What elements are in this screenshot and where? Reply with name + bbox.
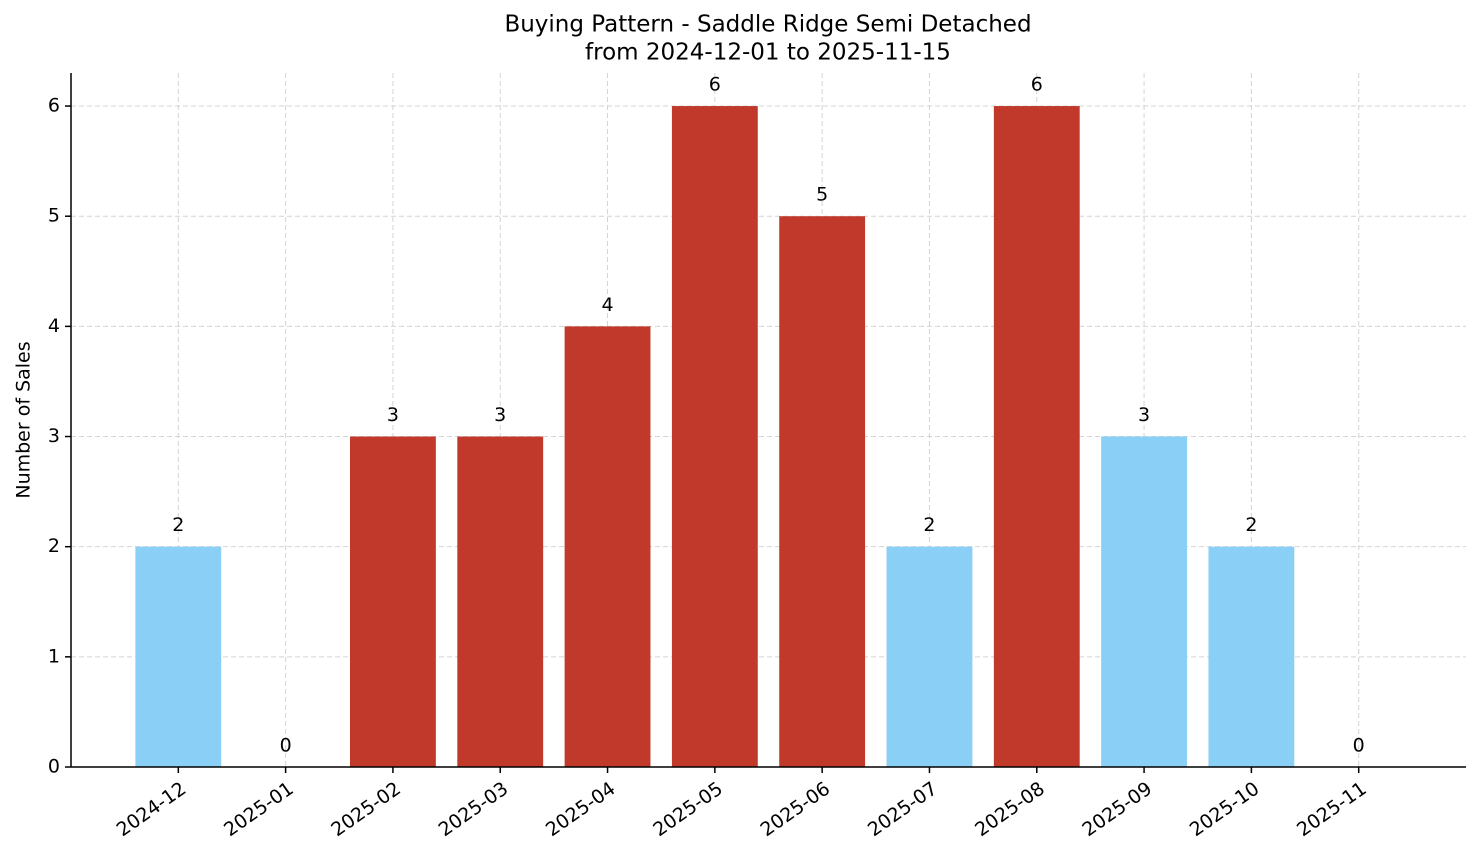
bar bbox=[886, 546, 973, 767]
x-tick-label: 2025-02 bbox=[327, 778, 405, 842]
bar bbox=[671, 106, 758, 768]
value-label: 3 bbox=[1138, 404, 1150, 426]
x-tick-label: 2025-04 bbox=[542, 778, 620, 842]
x-tick-label: 2025-09 bbox=[1078, 778, 1156, 842]
bar bbox=[135, 546, 222, 767]
x-tick-label: 2024-12 bbox=[113, 778, 191, 842]
x-tick-label: 2025-11 bbox=[1293, 778, 1371, 842]
bar bbox=[564, 326, 651, 767]
value-label: 6 bbox=[1031, 74, 1043, 96]
value-label: 2 bbox=[172, 514, 184, 536]
x-tick-label: 2025-10 bbox=[1186, 778, 1264, 842]
y-tick-label: 3 bbox=[48, 425, 60, 447]
y-tick-label: 1 bbox=[48, 645, 60, 667]
y-tick-label: 6 bbox=[48, 95, 60, 117]
x-tick-label: 2025-03 bbox=[435, 778, 513, 842]
bar bbox=[1101, 436, 1187, 767]
y-tick-label: 5 bbox=[48, 205, 60, 227]
bar bbox=[993, 106, 1080, 768]
chart-title: Buying Pattern - Saddle Ridge Semi Detac… bbox=[504, 12, 1031, 38]
x-tick-label: 2025-01 bbox=[220, 778, 298, 842]
y-tick-label: 0 bbox=[48, 756, 60, 778]
value-label: 0 bbox=[280, 735, 292, 757]
bar bbox=[350, 436, 436, 767]
value-label: 3 bbox=[387, 404, 399, 426]
bar bbox=[457, 436, 544, 767]
y-tick-label: 2 bbox=[48, 535, 60, 557]
value-label: 2 bbox=[1245, 514, 1257, 536]
chart-subtitle: from 2024-12-01 to 2025-11-15 bbox=[585, 40, 951, 66]
bar bbox=[779, 216, 866, 767]
x-tick-label: 2025-05 bbox=[649, 778, 727, 842]
x-tick-label: 2025-08 bbox=[971, 778, 1049, 842]
x-tick-label: 2025-07 bbox=[864, 778, 942, 842]
value-label: 0 bbox=[1353, 735, 1365, 757]
y-tick-label: 4 bbox=[48, 315, 60, 337]
y-axis-label: Number of Sales bbox=[13, 341, 35, 498]
value-label: 4 bbox=[601, 294, 613, 316]
value-label: 2 bbox=[923, 514, 935, 536]
bar bbox=[1208, 546, 1295, 767]
x-tick-label: 2025-06 bbox=[757, 778, 835, 842]
value-label: 5 bbox=[816, 184, 828, 206]
value-label: 3 bbox=[494, 404, 506, 426]
value-label: 6 bbox=[709, 74, 721, 96]
